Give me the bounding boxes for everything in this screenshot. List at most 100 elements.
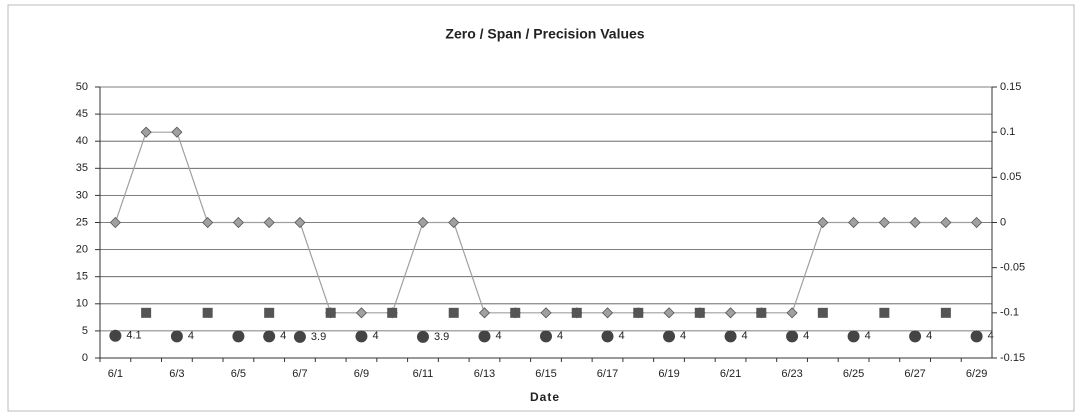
data-label: 4: [372, 330, 378, 342]
square-marker: [879, 307, 890, 318]
square-marker: [325, 307, 336, 318]
y-tick-label: 45: [76, 108, 88, 120]
data-label: 3.9: [434, 331, 449, 343]
square-marker: [633, 307, 644, 318]
y-tick-label: 5: [82, 325, 88, 337]
diamond-marker: [417, 216, 429, 229]
y2-tick-label: 0.1: [1000, 126, 1015, 138]
y2-tick-label: 0.05: [1000, 171, 1021, 183]
diamond-marker: [540, 307, 552, 319]
y2-tick-label: 0.15: [1000, 81, 1021, 93]
square-marker: [510, 307, 521, 318]
diamond-marker: [724, 307, 737, 319]
y2-tick-label: -0.1: [1000, 307, 1019, 319]
circle-marker: [909, 330, 922, 343]
diamond-marker: [878, 216, 890, 229]
diamond-marker: [263, 216, 275, 229]
x-tick-label: 6/23: [781, 368, 802, 380]
chart-frame: [7, 4, 1075, 412]
square-marker: [817, 307, 828, 318]
diamond-marker: [232, 216, 244, 229]
y-tick-label: 50: [76, 81, 88, 93]
circle-marker: [355, 330, 368, 343]
data-label: 4: [742, 330, 748, 342]
x-tick-label: 6/9: [354, 368, 369, 380]
data-label: 4: [557, 330, 563, 342]
x-tick-label: 6/5: [231, 368, 246, 380]
circle-marker: [601, 330, 614, 343]
data-label: 4: [280, 330, 286, 342]
y-tick-label: 25: [76, 216, 88, 228]
y-tick-label: 10: [76, 298, 88, 310]
y2-tick-label: -0.05: [1000, 262, 1025, 274]
x-tick-label: 6/3: [169, 368, 184, 380]
data-label: 4: [803, 330, 809, 342]
square-marker: [571, 307, 582, 318]
square-marker: [448, 307, 459, 318]
chart-title: Zero / Span / Precision Values: [445, 26, 644, 42]
data-label: 4: [988, 330, 994, 342]
x-tick-label: 6/29: [966, 368, 987, 380]
y-tick-label: 0: [82, 352, 88, 364]
diamond-marker: [294, 216, 306, 229]
circle-marker: [478, 330, 491, 343]
data-label: 4: [680, 330, 686, 342]
x-tick-label: 6/11: [413, 368, 434, 380]
y-tick-label: 20: [76, 244, 88, 256]
diamond-marker: [355, 307, 368, 319]
x-tick-label: 6/1: [108, 368, 123, 380]
y-tick-label: 30: [76, 189, 88, 201]
diamond-marker: [601, 307, 614, 319]
diamond-marker: [140, 126, 152, 138]
data-label: 3.9: [311, 331, 326, 343]
circle-marker: [724, 330, 737, 343]
data-label: 4: [188, 330, 194, 342]
data-label: 4: [926, 330, 932, 342]
data-label: 4: [865, 330, 871, 342]
circle-marker: [847, 330, 860, 343]
square-marker: [141, 307, 152, 318]
x-tick-label: 6/19: [658, 368, 679, 380]
diamond-marker: [909, 216, 921, 229]
square-marker: [264, 307, 275, 318]
diamond-marker: [971, 216, 983, 229]
diamond-marker: [786, 307, 798, 319]
diamond-marker: [817, 216, 829, 229]
square-marker: [756, 307, 767, 318]
x-tick-label: 6/17: [597, 368, 618, 380]
data-label: 4: [495, 330, 501, 342]
data-label: 4.1: [126, 330, 141, 342]
circle-marker: [293, 330, 306, 343]
x-tick-label: 6/25: [843, 368, 864, 380]
y2-tick-label: -0.15: [1000, 352, 1025, 364]
circle-marker: [786, 330, 799, 343]
circle-marker: [109, 329, 122, 342]
x-tick-label: 6/27: [904, 368, 925, 380]
y-tick-label: 35: [76, 162, 88, 174]
diamond-marker: [109, 216, 121, 229]
diamond-marker: [663, 307, 675, 319]
square-marker: [940, 307, 951, 318]
y2-tick-label: 0: [1000, 216, 1006, 228]
x-tick-label: 6/21: [720, 368, 741, 380]
circle-marker: [263, 330, 276, 343]
diamond-marker: [171, 126, 183, 138]
square-marker: [202, 307, 213, 318]
diamond-marker: [448, 216, 460, 229]
x-tick-label: 6/7: [292, 368, 307, 380]
circle-marker: [540, 330, 552, 343]
circle-marker: [663, 330, 676, 343]
data-label: 4: [619, 330, 625, 342]
diamond-marker: [478, 307, 491, 319]
square-marker: [387, 307, 398, 318]
x-tick-label: 6/15: [535, 368, 556, 380]
diamond-marker: [202, 216, 214, 229]
y-tick-label: 40: [76, 135, 88, 147]
square-marker: [694, 307, 705, 318]
circle-marker: [170, 330, 183, 343]
diamond-marker: [848, 216, 860, 229]
diamond-marker: [940, 216, 952, 229]
x-tick-label: 6/13: [474, 368, 495, 380]
circle-marker: [970, 330, 983, 343]
